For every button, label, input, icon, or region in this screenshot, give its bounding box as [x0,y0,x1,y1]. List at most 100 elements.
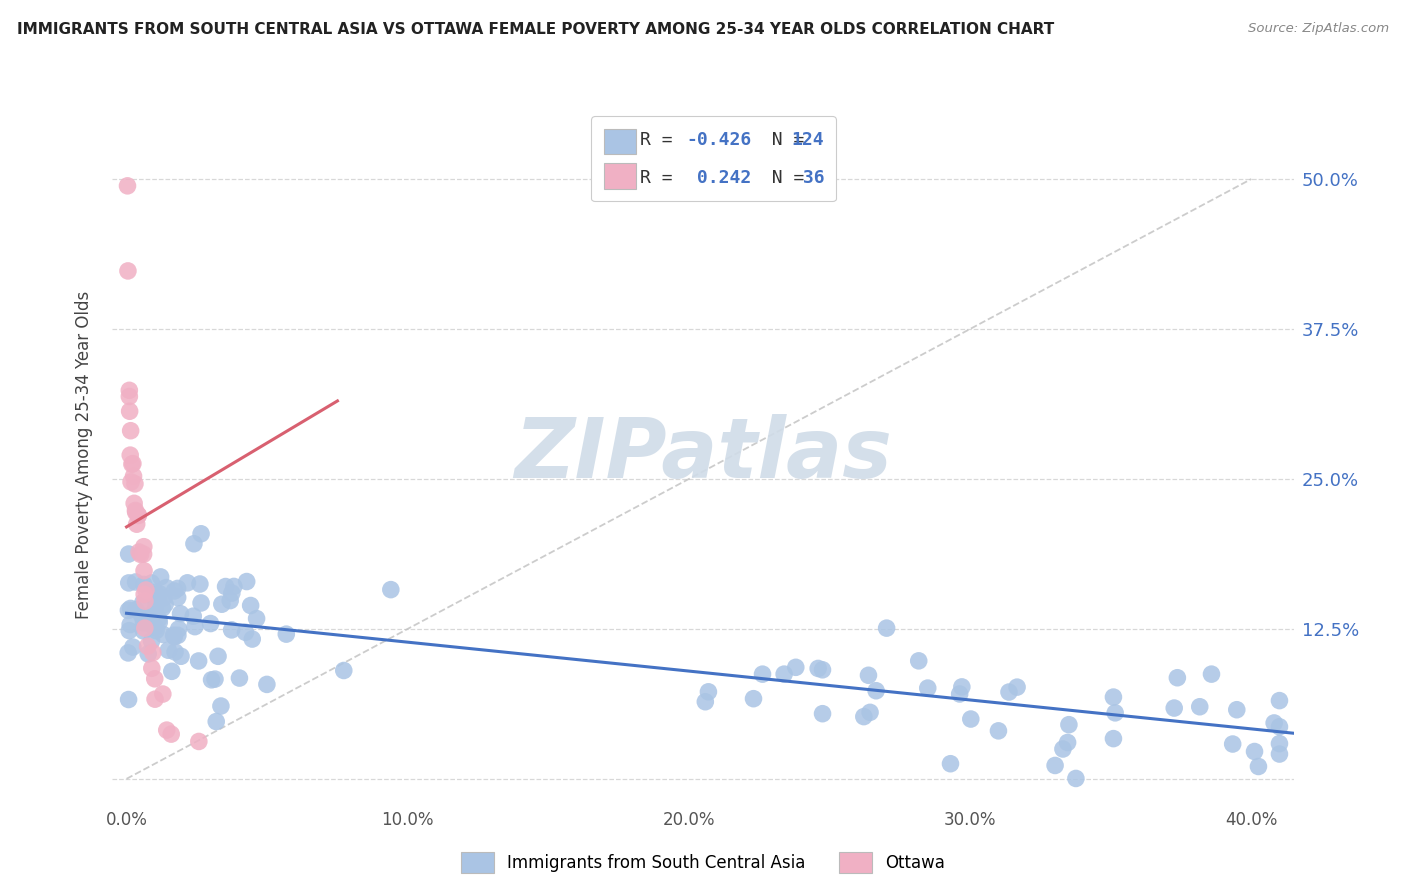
Point [122,469,145,483]
Text: 124: 124 [792,131,824,149]
Point [163,630,186,644]
Point [156,723,179,738]
Point [1057,717,1080,731]
Point [245,611,267,625]
Point [785,660,807,674]
Point [184,620,207,634]
Point [176,575,198,590]
Point [117,603,139,617]
Text: N =: N = [749,169,815,186]
Point [1226,703,1249,717]
Point [134,621,156,635]
Point [939,756,962,771]
Point [200,616,222,631]
Point [1268,693,1291,707]
Point [149,570,172,584]
Point [163,645,186,659]
Point [162,628,184,642]
Point [118,404,141,418]
Point [148,587,170,601]
Point [128,545,150,559]
Point [1268,737,1291,751]
Point [132,564,155,578]
Point [143,672,166,686]
Point [124,476,146,491]
Point [811,706,834,721]
Point [163,584,186,599]
Point [143,603,166,617]
Point [141,576,163,591]
Point [858,668,880,682]
Point [157,643,180,657]
Point [950,680,973,694]
Point [124,505,146,519]
Point [240,632,263,646]
Point [122,496,145,510]
Point [153,597,176,611]
Point [148,612,170,626]
Legend:                               ,                               : , [591,116,835,202]
Point [170,649,193,664]
Point [1268,720,1291,734]
Point [1043,758,1066,772]
Point [132,547,155,561]
Point [1102,690,1125,704]
Point [136,640,159,654]
Point [121,640,143,654]
Point [183,537,205,551]
Point [117,547,139,561]
Point [120,448,142,462]
Point [256,677,278,691]
Point [1222,737,1244,751]
Point [204,672,226,686]
Point [117,264,139,278]
Point [859,706,882,720]
Point [205,714,228,729]
Point [132,624,155,638]
Point [221,623,243,637]
Point [959,712,981,726]
Point [852,709,875,723]
Point [1166,671,1188,685]
Point [380,582,402,597]
Point [276,627,298,641]
Point [211,597,233,611]
Point [1247,759,1270,773]
Point [145,596,167,610]
Point [121,457,143,471]
Point [187,654,209,668]
Point [131,608,153,623]
Point [141,634,163,648]
Point [1056,735,1078,749]
Point [1102,731,1125,746]
Point [120,601,142,615]
Point [146,589,169,603]
Point [118,575,141,590]
Point [117,692,139,706]
Point [1052,742,1074,756]
Point [333,664,356,678]
Legend: Immigrants from South Central Asia, Ottawa: Immigrants from South Central Asia, Otta… [454,846,952,880]
Point [139,611,162,625]
Point [751,667,773,681]
Point [876,621,898,635]
Point [152,687,174,701]
Text: N =: N = [749,131,815,149]
Point [120,617,142,632]
Point [190,596,212,610]
Point [160,665,183,679]
Point [907,654,929,668]
Point [145,624,167,638]
Point [120,424,142,438]
Point [135,612,157,626]
Point [124,503,146,517]
Point [181,609,204,624]
Point [169,607,191,621]
Point [143,585,166,599]
Point [143,620,166,634]
Point [134,587,156,601]
Point [1064,772,1087,786]
Point [124,574,146,589]
Point [127,508,149,523]
Point [166,591,188,605]
